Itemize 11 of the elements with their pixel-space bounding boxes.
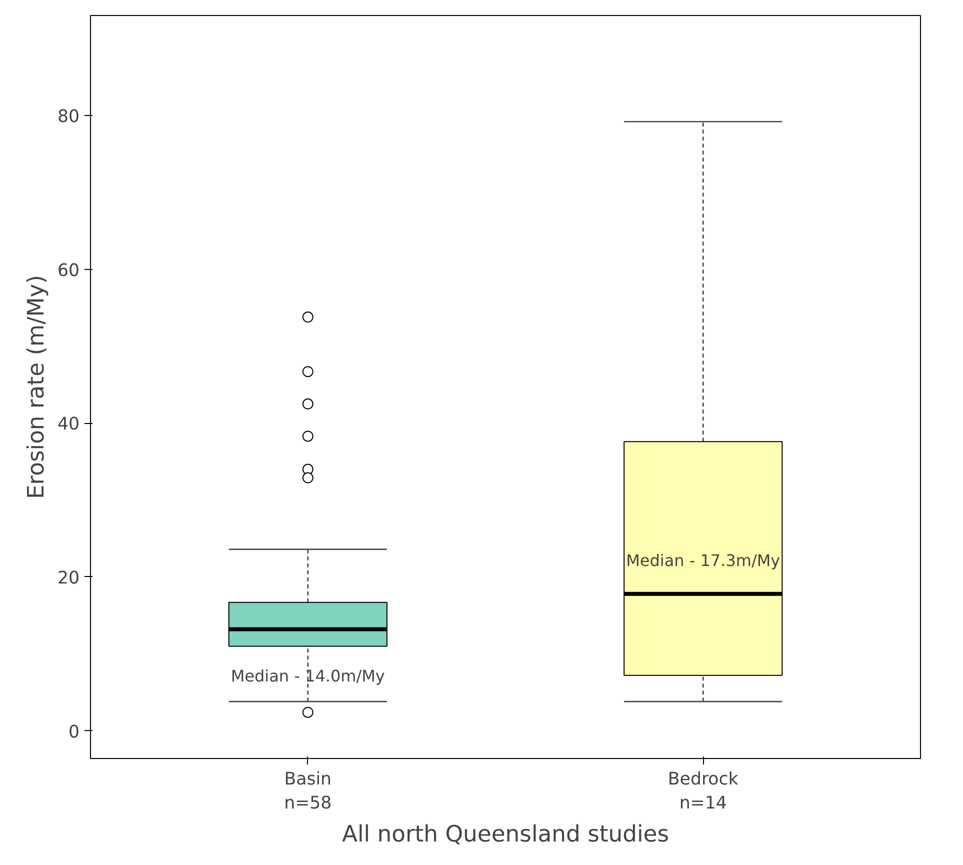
y-tick-label: 0 [68,722,80,742]
y-axis-title: Erosion rate (m/My) [23,274,50,500]
y-tick-label: 40 [57,414,80,435]
y-tick-label: 80 [57,106,80,127]
x-tick-label: Bedrock n=14 [668,770,738,814]
x-tick-label: Basin n=58 [284,770,332,814]
x-axis-title: All north Queensland studies [342,822,670,848]
annotation: Median - 14.0m/My [230,666,385,686]
annotation: Median - 17.3m/My [626,550,780,570]
y-tick-label: 20 [57,568,80,588]
y-tick-label: 60 [57,260,80,281]
